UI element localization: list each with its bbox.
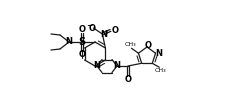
Text: O: O [111,26,118,35]
Text: O: O [89,24,96,33]
Text: O: O [79,25,85,34]
Text: S: S [79,37,86,47]
Text: CH₃: CH₃ [125,42,136,47]
Text: CH₃: CH₃ [155,68,166,73]
Text: O: O [125,75,131,84]
Text: O: O [144,41,152,49]
Text: N: N [65,38,73,46]
Text: N: N [93,61,101,71]
Text: O: O [79,50,85,59]
Text: N: N [155,49,162,58]
Text: N: N [100,30,107,39]
Text: N: N [114,61,120,71]
Text: −: − [86,21,93,30]
Text: +: + [104,30,109,35]
